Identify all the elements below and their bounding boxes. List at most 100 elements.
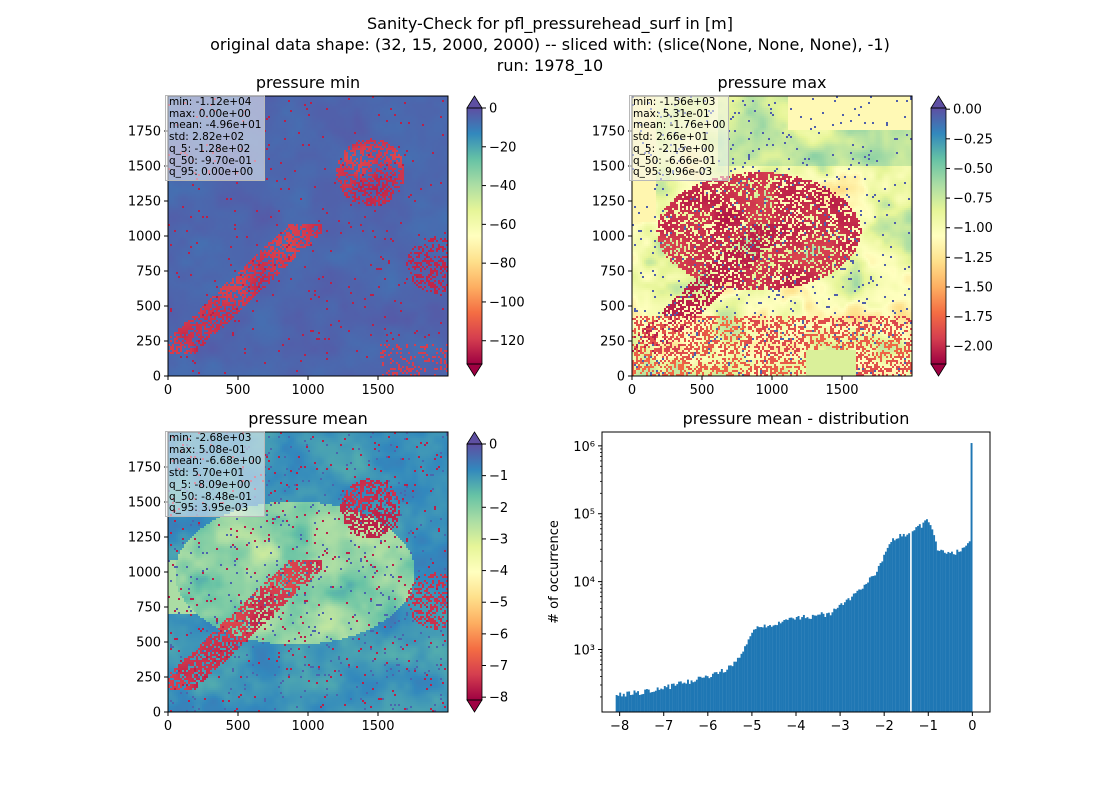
histogram-bar bbox=[781, 621, 784, 712]
histogram-bar bbox=[619, 692, 622, 712]
histogram-bar bbox=[836, 607, 839, 712]
histogram-bar bbox=[774, 624, 777, 712]
histogram-bar bbox=[626, 691, 629, 712]
histogram-bar bbox=[863, 584, 866, 712]
histogram-bar bbox=[715, 672, 718, 712]
histogram-bar bbox=[674, 685, 677, 712]
colorbar-tick-label: −6 bbox=[489, 627, 508, 642]
colorbar-tick-label: −100 bbox=[489, 295, 525, 310]
histogram-bar bbox=[949, 553, 952, 712]
histogram-bar bbox=[838, 604, 841, 712]
histogram-bar bbox=[901, 536, 903, 712]
stats-line: mean: -4.96e+01 bbox=[169, 119, 262, 132]
y-tick-label: 10⁶ bbox=[573, 440, 595, 455]
histogram-bar bbox=[888, 544, 891, 712]
colorbar-tick-label: −120 bbox=[489, 334, 525, 349]
histogram-bar bbox=[877, 565, 880, 712]
histogram-bar bbox=[943, 552, 946, 712]
histogram-bar bbox=[792, 618, 795, 712]
x-tick-label: −6 bbox=[698, 719, 717, 734]
histogram-bar bbox=[810, 618, 813, 712]
histogram-bar bbox=[704, 675, 707, 712]
histogram-bar bbox=[963, 547, 966, 712]
histogram-bar bbox=[827, 612, 830, 712]
panel-title: pressure mean bbox=[248, 409, 368, 428]
histogram-bar bbox=[631, 694, 634, 712]
histogram-bar bbox=[890, 542, 893, 712]
histogram-bar bbox=[647, 689, 650, 712]
histogram-bar bbox=[667, 684, 670, 712]
stats-line: q_5: -8.09e+00 bbox=[169, 478, 251, 491]
x-tick-label: 0 bbox=[628, 383, 636, 398]
histogram-bar bbox=[779, 623, 782, 712]
x-tick-label: 1000 bbox=[291, 383, 324, 398]
histogram-bar bbox=[918, 524, 921, 712]
histogram-bar bbox=[769, 625, 771, 712]
colorbar bbox=[931, 108, 946, 364]
histogram-bar bbox=[742, 651, 745, 712]
stats-line: q_95: 9.96e-03 bbox=[633, 166, 713, 179]
histogram-bar bbox=[672, 683, 675, 712]
histogram-bar bbox=[745, 644, 748, 712]
histogram-bar bbox=[893, 540, 896, 712]
colorbar-tick-label: −1.00 bbox=[953, 221, 993, 236]
stats-line: q_50: -6.66e-01 bbox=[633, 154, 716, 167]
y-tick-label: 500 bbox=[600, 300, 625, 315]
histogram-bar bbox=[852, 593, 855, 712]
histogram-bar bbox=[924, 520, 927, 712]
histogram-bar bbox=[879, 563, 882, 712]
stats-box: min: -1.12e+04 max: 0.00e+00 mean: -4.96e+… bbox=[165, 95, 266, 181]
histogram-bar bbox=[617, 695, 620, 712]
histogram-bar bbox=[806, 617, 809, 712]
y-tick-label: 750 bbox=[136, 265, 161, 280]
histogram-bar bbox=[692, 682, 695, 712]
histogram-bar bbox=[970, 443, 973, 712]
colorbar-extend-max bbox=[930, 95, 947, 109]
colorbar-frame bbox=[930, 107, 947, 365]
histogram-bar bbox=[940, 549, 943, 712]
histogram-bar bbox=[865, 583, 868, 712]
histogram-bar bbox=[876, 571, 878, 712]
histogram-bar bbox=[651, 692, 654, 712]
histogram-bar bbox=[722, 672, 725, 712]
histogram-bar bbox=[884, 551, 887, 712]
histogram-bar bbox=[835, 609, 837, 712]
colorbar-tick-label: −1 bbox=[489, 469, 508, 484]
stats-line: q_5: -2.15e+00 bbox=[633, 142, 715, 155]
histogram-bar bbox=[752, 629, 755, 712]
panel-title: pressure max bbox=[717, 73, 826, 92]
stats-line: q_95: 3.95e-03 bbox=[169, 502, 249, 515]
colorbar-tick-label: −0.75 bbox=[953, 192, 993, 207]
histogram-bar bbox=[638, 694, 641, 712]
histogram-bar bbox=[968, 541, 971, 712]
histogram-bar bbox=[947, 551, 950, 712]
histogram-bar bbox=[633, 690, 636, 712]
stats-line: std: 5.70e+01 bbox=[169, 467, 245, 480]
histogram-bar bbox=[945, 553, 948, 712]
x-tick-label: 1500 bbox=[825, 383, 858, 398]
histogram-bar bbox=[840, 603, 843, 712]
colorbar bbox=[467, 444, 482, 700]
colorbar-frame bbox=[466, 107, 483, 365]
histogram-bar bbox=[842, 605, 845, 712]
histogram-bar bbox=[728, 665, 730, 712]
histogram-bar bbox=[777, 621, 780, 712]
y-tick-label: 500 bbox=[136, 636, 161, 651]
histogram-bar bbox=[731, 666, 734, 712]
x-tick-label: −8 bbox=[610, 719, 629, 734]
histogram-bar bbox=[628, 691, 631, 712]
histogram-bar bbox=[729, 665, 732, 712]
colorbar-tick-label: −3 bbox=[489, 532, 508, 547]
histogram-bar bbox=[663, 686, 666, 712]
histogram-bar bbox=[927, 522, 930, 712]
histogram-bar bbox=[679, 681, 682, 712]
histogram-bar bbox=[815, 615, 818, 712]
histogram-bar bbox=[908, 533, 911, 712]
colorbar-tick-label: 0 bbox=[489, 102, 497, 117]
x-tick-label: 0 bbox=[164, 719, 172, 734]
histogram-bar bbox=[831, 612, 834, 712]
histogram-bar bbox=[744, 646, 747, 712]
histogram-bar bbox=[649, 692, 652, 712]
histogram-bar bbox=[843, 602, 846, 712]
histogram-bar bbox=[804, 618, 807, 712]
